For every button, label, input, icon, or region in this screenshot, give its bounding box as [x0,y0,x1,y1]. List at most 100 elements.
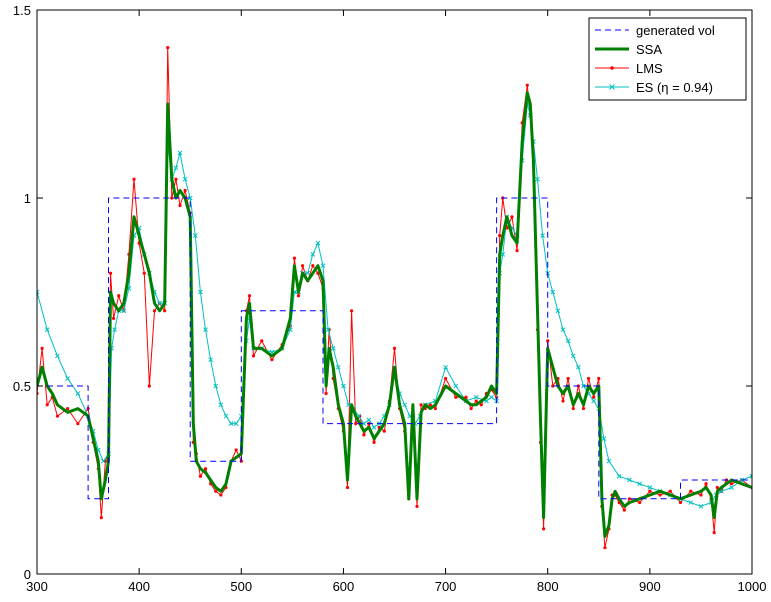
legend-label: generated vol [636,23,715,38]
data-point [37,289,40,295]
data-point [372,440,376,444]
data-point [443,364,448,370]
data-point [311,264,315,268]
data-point [729,482,734,486]
data-point [219,493,223,497]
data-point [208,357,213,363]
data-point [142,271,146,275]
x-tick-label: 300 [26,579,48,594]
data-point [44,327,50,332]
data-point [214,489,218,493]
data-point [515,249,519,253]
data-point [428,403,432,407]
data-point [402,402,408,408]
data-point [174,177,178,181]
data-point [473,394,479,400]
data-point [648,489,652,493]
data-point [233,421,239,426]
legend: generated vol SSA LMS ES (η = 0.94) [588,17,747,101]
data-point [112,327,117,332]
data-point [325,327,331,332]
data-point [121,308,127,314]
data-point [550,289,556,295]
data-point [187,195,193,201]
data-point [658,493,662,497]
data-point [75,391,81,396]
data-point [371,425,377,430]
data-point [565,338,571,344]
data-point [453,383,459,389]
data-point [335,364,341,370]
data-point [546,339,550,343]
data-point [198,289,203,295]
data-point [597,376,601,381]
data-point [510,215,514,219]
data-point [99,516,103,520]
data-point [147,384,151,388]
series-layer [37,46,752,550]
data-point [300,264,305,268]
data-point [638,500,642,505]
data-point [566,376,570,381]
data-point [170,196,174,200]
legend-item: generated vol [595,23,715,38]
data-point [108,271,113,275]
data-point [315,240,321,246]
data-point [203,327,208,332]
data-point [688,500,694,505]
data-point [560,327,566,332]
y-tick-label: 1 [24,191,31,206]
data-point [627,477,632,483]
data-point [112,316,116,320]
data-point [178,203,182,208]
data-point [698,503,704,509]
data-point [616,473,622,479]
data-point [260,339,264,343]
data-point [166,46,170,50]
data-point [570,353,576,359]
data-point [712,531,716,535]
data-point [603,546,607,550]
data-point [292,256,296,260]
series-line [37,103,752,507]
data-point [392,346,397,350]
data-point [247,294,252,298]
legend-marker [610,66,614,70]
plot-frame [36,9,753,575]
data-point [296,294,301,298]
data-point [330,346,336,351]
series-es [37,101,752,509]
data-point [637,481,642,487]
data-point [540,233,545,238]
data-point [561,399,565,403]
data-point [525,83,529,87]
axis-layer: 300 400 500 600 700 800 900 1000 0 0.5 1 1.5 [13,3,767,594]
data-point [464,395,468,399]
data-point [535,176,540,182]
data-point [555,308,561,314]
data-point [152,309,157,313]
data-point [66,406,70,411]
data-point [183,188,187,193]
x-tick-label: 700 [435,579,457,594]
data-point [699,493,703,497]
data-point [606,458,612,464]
data-point [729,485,734,490]
data-point [592,395,596,399]
data-point [341,383,346,389]
legend-label: LMS [636,61,663,76]
data-point [542,527,546,531]
data-point [689,489,693,493]
data-point [627,497,632,501]
data-point [571,406,575,411]
series-lms [37,46,752,550]
data-point [310,252,316,257]
data-point [362,433,366,437]
x-tick-label: 400 [128,579,150,594]
y-tick-label: 0.5 [13,379,31,394]
data-point [223,413,229,419]
data-point [45,403,49,407]
data-point [551,384,555,388]
data-point [469,406,473,411]
legend-item: ES (η = 0.94) [595,80,713,95]
